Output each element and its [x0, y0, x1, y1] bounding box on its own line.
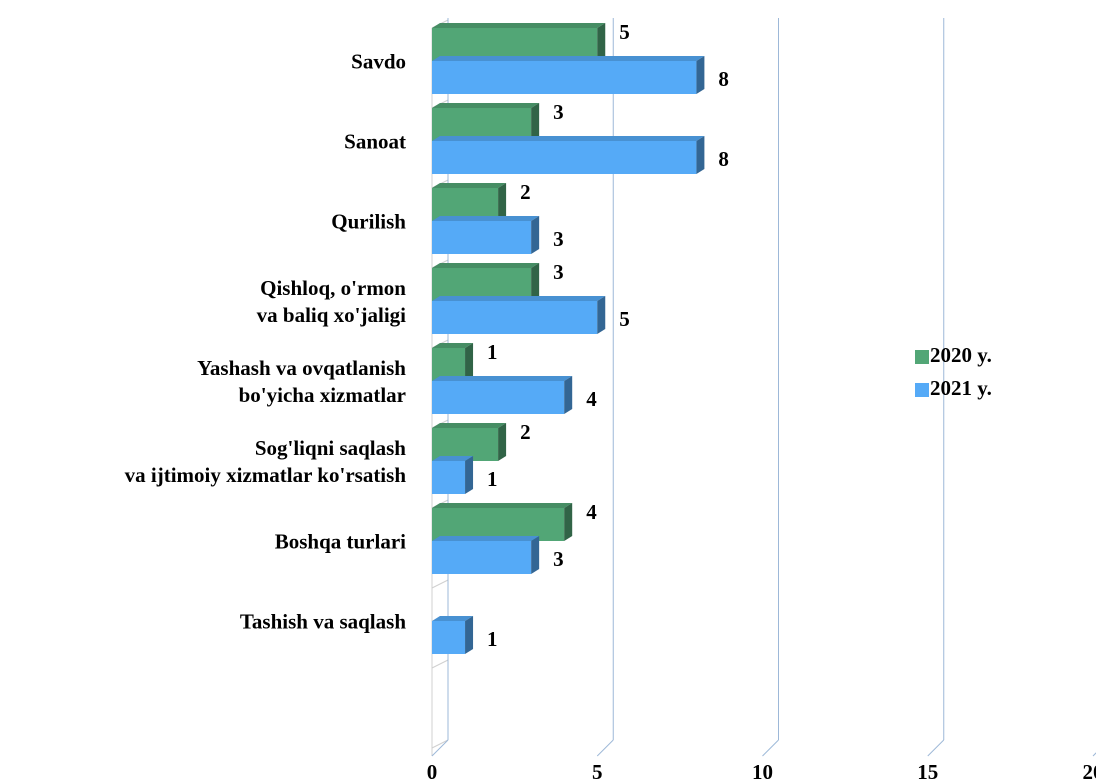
legend-label: 2020 y.	[930, 343, 992, 367]
y-tick-label: Yashash va ovqatlanish bo'yicha xizmatla…	[197, 356, 406, 407]
bar	[432, 28, 598, 61]
y-tick-label: Tashish va saqlash	[239, 609, 406, 634]
grid-line	[431, 739, 449, 757]
value-label: 3	[553, 547, 564, 571]
bar-side	[531, 216, 540, 254]
bar-top	[432, 503, 573, 508]
value-label: 3	[553, 227, 564, 251]
x-tick-label: 15	[917, 760, 938, 784]
bar-top	[432, 456, 474, 461]
value-label: 1	[487, 627, 498, 651]
bar-side	[531, 263, 540, 301]
bar-top	[432, 616, 474, 621]
bar	[432, 348, 466, 381]
bar-top	[432, 376, 573, 381]
bar-side	[498, 183, 507, 221]
bar-top	[432, 536, 540, 541]
bar-side	[696, 56, 705, 94]
bar-top	[432, 56, 705, 61]
legend-label: 2021 y.	[930, 376, 992, 400]
band-line	[431, 579, 449, 589]
legend-swatch	[915, 383, 929, 397]
bar-side	[531, 103, 540, 141]
bar-top	[432, 343, 474, 348]
bar	[432, 141, 697, 174]
value-label: 3	[553, 260, 564, 284]
bar	[432, 188, 499, 221]
value-label: 8	[718, 67, 729, 91]
grid-line	[927, 739, 945, 757]
value-label: 5	[619, 307, 630, 331]
x-tick-label: 5	[592, 760, 603, 784]
value-label: 1	[487, 467, 498, 491]
bar	[432, 61, 697, 94]
y-tick-label: Qurilish	[331, 209, 406, 234]
bar	[432, 508, 565, 541]
grid-line	[762, 739, 779, 757]
bar-top	[432, 183, 507, 188]
value-label: 1	[487, 340, 498, 364]
bar	[432, 461, 466, 494]
y-tick-label: Savdo	[351, 49, 406, 74]
y-tick-label: Qishloq, o'rmon va baliq xo'jaligi	[256, 276, 406, 327]
bar-side	[465, 616, 474, 654]
bar-side	[465, 343, 474, 381]
bar-side	[564, 503, 573, 541]
bar-side	[531, 536, 540, 574]
x-tick-label: 10	[752, 760, 773, 784]
bar-top	[432, 216, 540, 221]
legend-swatch	[915, 350, 929, 364]
x-tick-label: 20	[1083, 760, 1096, 784]
bar	[432, 428, 499, 461]
grid-line	[596, 739, 614, 757]
y-tick-label: Sog'liqni saqlash va ijtimoiy xizmatlar …	[124, 436, 406, 487]
bar-top	[432, 423, 507, 428]
bar-side	[498, 423, 507, 461]
y-tick-label: Sanoat	[344, 129, 406, 154]
x-tick-label: 0	[427, 760, 438, 784]
bar-top	[432, 23, 606, 28]
band-line	[431, 739, 449, 749]
bar-top	[432, 296, 606, 301]
bar-top	[432, 136, 705, 141]
bar-side	[597, 23, 606, 61]
value-label: 2	[520, 180, 531, 204]
bar-side	[465, 456, 474, 494]
y-tick-label: Boshqa turlari	[274, 529, 406, 554]
bar-side	[597, 296, 606, 334]
bar-side	[696, 136, 705, 174]
value-label: 2	[520, 420, 531, 444]
value-label: 8	[718, 147, 729, 171]
bar	[432, 301, 598, 334]
bar-top	[432, 263, 540, 268]
value-label: 4	[586, 387, 597, 411]
bar-side	[564, 376, 573, 414]
bar	[432, 221, 532, 254]
bar-top	[432, 103, 540, 108]
value-label: 5	[619, 20, 630, 44]
value-label: 3	[553, 100, 564, 124]
bar	[432, 381, 565, 414]
bar	[432, 108, 532, 141]
bar	[432, 621, 466, 654]
band-line	[431, 659, 449, 669]
bar	[432, 541, 532, 574]
value-label: 4	[586, 500, 597, 524]
bar	[432, 268, 532, 301]
